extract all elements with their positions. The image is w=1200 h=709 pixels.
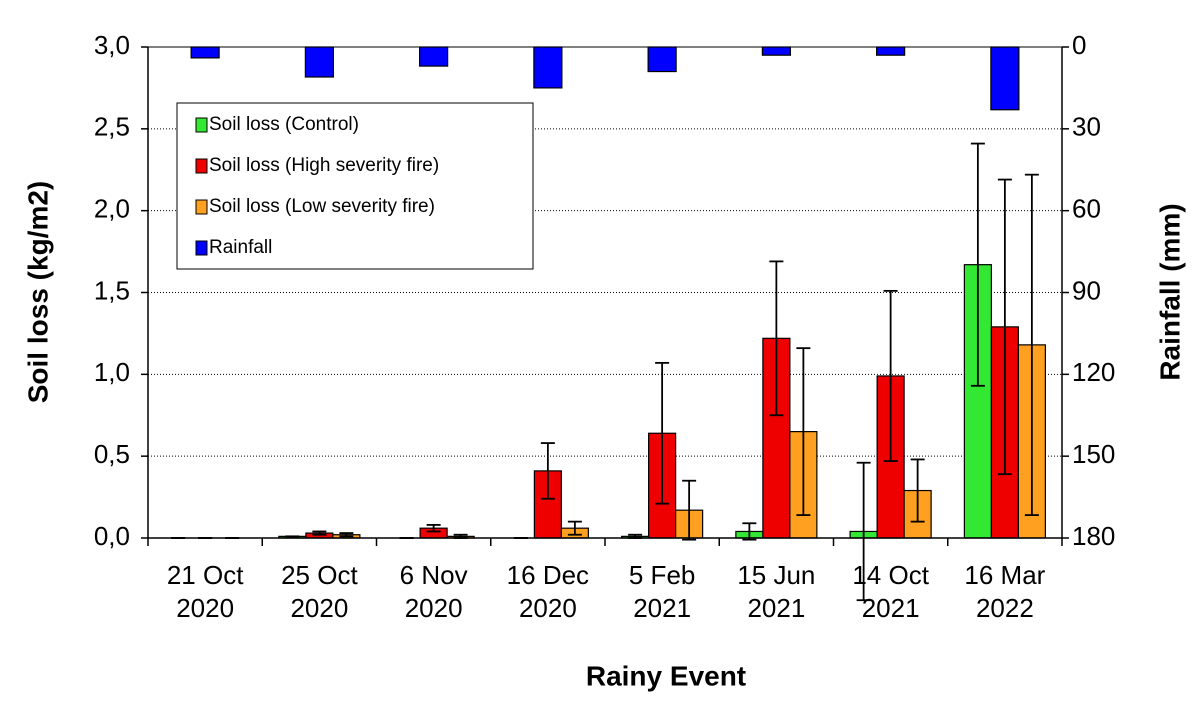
rainfall-bar <box>190 46 220 59</box>
legend-label: Soil loss (Control) <box>209 114 359 135</box>
x-tick-label: 6 Nov <box>400 560 468 590</box>
error-bar <box>883 289 898 462</box>
rainfall-bar <box>304 46 334 78</box>
y-tick-label: 0,5 <box>94 439 130 469</box>
y-axis-title: Soil loss (kg/m2) <box>22 181 53 404</box>
y2-tick-label: 60 <box>1072 194 1101 224</box>
x-tick-label: 2021 <box>633 593 691 623</box>
error-bar <box>655 361 670 505</box>
legend-label: Soil loss (High severity fire) <box>209 155 439 176</box>
y2-tick-label: 120 <box>1072 357 1115 387</box>
y-tick-label: 1,5 <box>94 275 130 305</box>
legend-box <box>176 102 534 270</box>
x-tick-label: 16 Dec <box>507 560 589 590</box>
error-bar <box>682 479 697 541</box>
x-tick-label: 21 Oct <box>167 560 244 590</box>
legend-swatch <box>195 199 208 215</box>
rainfall-bar <box>761 46 791 56</box>
x-tick-label: 14 Oct <box>852 560 929 590</box>
x-tick-label: 2021 <box>862 593 920 623</box>
error-bar <box>856 461 871 602</box>
rainfall-bar <box>647 46 677 73</box>
x-tick-label: 2020 <box>405 593 463 623</box>
y-tick-label: 2,5 <box>94 112 130 142</box>
error-bar <box>1024 173 1039 516</box>
y2-tick-label: 180 <box>1072 521 1115 551</box>
legend-swatch <box>195 158 208 174</box>
error-bar <box>339 532 354 538</box>
x-tick-label: 25 Oct <box>281 560 358 590</box>
x-tick-label: 2020 <box>290 593 348 623</box>
x-tick-label: 2022 <box>976 593 1034 623</box>
legend-label: Soil loss (Low severity fire) <box>209 196 435 217</box>
y-tick-label: 0,0 <box>94 521 130 551</box>
legend-swatch <box>195 240 208 256</box>
rainfall-bar <box>533 46 563 89</box>
legend-swatch <box>195 117 208 133</box>
y-tick-label: 1,0 <box>94 357 130 387</box>
y2-tick-label: 150 <box>1072 439 1115 469</box>
error-bar <box>426 524 441 533</box>
rainfall-bar <box>876 46 906 56</box>
error-bar <box>742 522 757 541</box>
rainfall-bar <box>419 46 449 67</box>
x-tick-label: 15 Jun <box>737 560 815 590</box>
rainfall-bar <box>990 46 1020 111</box>
y-tick-label: 2,0 <box>94 194 130 224</box>
error-bar <box>970 142 985 387</box>
y2-tick-label: 0 <box>1072 30 1086 60</box>
error-bar <box>796 347 811 516</box>
x-tick-label: 16 Mar <box>964 560 1045 590</box>
error-bar <box>567 520 582 536</box>
error-bar <box>312 530 327 536</box>
error-bar <box>769 260 784 417</box>
y2-tick-label: 90 <box>1072 275 1101 305</box>
y2-tick-label: 30 <box>1072 112 1101 142</box>
error-bar <box>540 442 555 500</box>
y-tick-label: 3,0 <box>94 30 130 60</box>
legend-label: Rainfall <box>209 237 272 258</box>
x-tick-label: 5 Feb <box>629 560 696 590</box>
error-bar <box>997 178 1012 476</box>
x-axis-title: Rainy Event <box>586 660 746 691</box>
x-tick-label: 2021 <box>747 593 805 623</box>
x-tick-label: 2020 <box>519 593 577 623</box>
x-tick-label: 2020 <box>176 593 234 623</box>
y2-axis-title: Rainfall (mm) <box>1154 203 1185 380</box>
error-bar <box>910 458 925 523</box>
